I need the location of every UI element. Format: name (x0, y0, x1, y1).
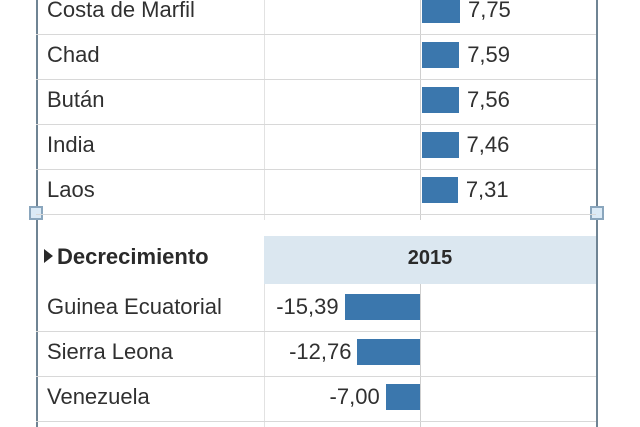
table-row: Laos 7,31 (36, 169, 596, 215)
table-row: Venezuela -7,00 (36, 376, 596, 422)
table-row: Sierra Leona -12,76 (36, 331, 596, 377)
bar-mark (422, 42, 460, 68)
bar-mark (422, 0, 460, 23)
section-header: Decrecimiento 2015 (36, 236, 596, 284)
bar-mark (422, 87, 460, 113)
section-title: Decrecimiento (44, 244, 209, 270)
category-label: Laos (47, 177, 95, 202)
category-label: Costa de Marfil (47, 0, 195, 22)
value-label: -12,76 (289, 339, 352, 364)
bar-mark (344, 294, 420, 320)
category-label: Bután (47, 87, 105, 112)
category-label: Guinea Ecuatorial (47, 294, 222, 319)
resize-handle-right[interactable] (590, 206, 604, 220)
category-label: Venezuela (47, 384, 150, 409)
table-row: Costa de Marfil 7,75 (36, 0, 596, 35)
value-label: 7,31 (465, 177, 509, 202)
year-header-cell: 2015 (264, 236, 596, 284)
table-row: India 7,46 (36, 124, 596, 170)
category-label: India (47, 132, 95, 157)
resize-handle-left[interactable] (29, 206, 43, 220)
column-separator (264, 0, 265, 220)
table-row: Guinea Ecuatorial -15,39 (36, 286, 596, 332)
value-label: 7,75 (467, 0, 511, 22)
table-row: Bután 7,56 (36, 79, 596, 125)
zero-axis-top (420, 0, 421, 220)
column-separator (264, 284, 265, 427)
zero-axis-bottom (420, 284, 421, 427)
year-header: 2015 (407, 247, 453, 269)
bar-mark (357, 339, 420, 365)
category-label: Chad (47, 42, 100, 67)
bar-mark (422, 132, 459, 158)
category-label: Sierra Leona (47, 339, 173, 364)
table-row: Chad 7,59 (36, 34, 596, 80)
value-label: -7,00 (329, 384, 380, 409)
bullet-icon (44, 249, 53, 263)
section-title-text: Decrecimiento (57, 244, 209, 269)
bar-mark (422, 177, 458, 203)
value-label: -15,39 (276, 294, 339, 319)
value-label: 7,46 (466, 132, 510, 157)
value-label: 7,56 (467, 87, 510, 112)
value-label: 7,59 (467, 42, 511, 67)
bar-mark (385, 384, 420, 410)
